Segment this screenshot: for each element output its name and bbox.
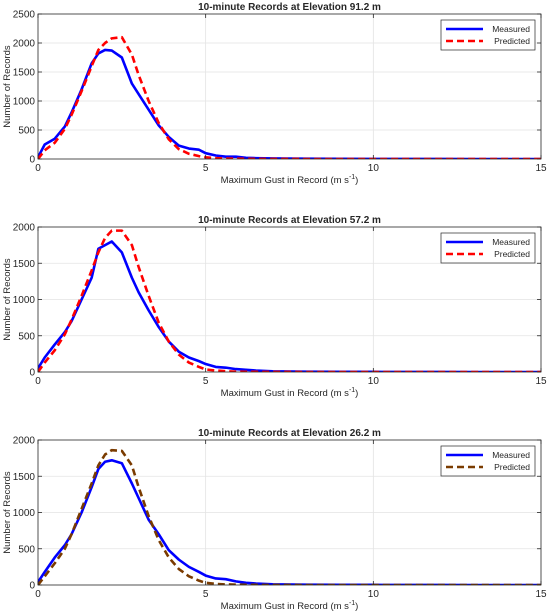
x-tick-label: 15 (535, 376, 547, 387)
y-tick-label: 1000 (13, 97, 36, 108)
x-tick-label: 10 (368, 589, 380, 600)
y-tick-label: 500 (18, 331, 35, 342)
chart-3: 0 5 10 15 0 500 1000 1500 2000 10-minute Records … (2, 428, 547, 612)
x-tick-label: 5 (203, 163, 209, 174)
chart-title: 10-minute Records at Elevation 91.2 m (198, 2, 381, 13)
legend-label-measured: Measured (492, 450, 530, 460)
y-tick-label: 2500 (13, 10, 36, 21)
x-tick-label: 0 (35, 376, 41, 387)
legend-label-measured: Measured (492, 237, 530, 247)
x-axis-label: Maximum Gust in Record (m s-1) (221, 600, 359, 612)
y-tick-label: 1000 (13, 295, 36, 306)
x-tick-label: 5 (203, 376, 209, 387)
x-axis-label: Maximum Gust in Record (m s-1) (221, 387, 359, 399)
y-tick-label: 2000 (13, 39, 36, 50)
y-tick-label: 1500 (13, 259, 36, 270)
y-tick-label: 500 (18, 126, 35, 137)
x-tick-label: 0 (35, 589, 41, 600)
legend-box (440, 232, 536, 264)
y-tick-label: 1000 (13, 508, 36, 519)
legend-box (440, 19, 536, 51)
y-tick-label: 500 (18, 544, 35, 555)
legend: Measured Predicted (440, 19, 536, 51)
y-tick-label: 0 (29, 368, 35, 379)
series-line-predicted (38, 35, 541, 159)
chart-2: 0 5 10 15 0 500 1000 1500 2000 10-minute Records … (2, 215, 547, 399)
axes-box (37, 13, 542, 160)
x-tick-label: 0 (35, 163, 41, 174)
y-tick-label: 2000 (13, 436, 36, 447)
x-tick-label: 10 (368, 376, 380, 387)
legend: Measured Predicted (440, 232, 536, 264)
x-tick-label: 15 (535, 589, 547, 600)
y-tick-label: 1500 (13, 68, 36, 79)
x-tick-label: 10 (368, 163, 380, 174)
y-tick-label: 2000 (13, 223, 36, 234)
y-tick-label: 0 (29, 581, 35, 592)
y-tick-label: 1500 (13, 472, 36, 483)
series-line-predicted (38, 229, 541, 372)
x-tick-label: 5 (203, 589, 209, 600)
legend-box (440, 445, 536, 477)
x-axis-label: Maximum Gust in Record (m s-1) (221, 174, 359, 186)
legend-label-measured: Measured (492, 24, 530, 34)
legend-label-predicted: Predicted (494, 36, 530, 46)
y-tick-label: 0 (29, 155, 35, 166)
legend-label-predicted: Predicted (494, 462, 530, 472)
y-axis-label: Number of Records (2, 45, 13, 128)
y-axis-label: Number of Records (2, 258, 13, 341)
series-line-predicted (38, 448, 541, 585)
legend: Measured Predicted (440, 445, 536, 477)
legend-label-predicted: Predicted (494, 249, 530, 259)
chart-title: 10-minute Records at Elevation 26.2 m (198, 428, 381, 439)
x-tick-label: 15 (535, 163, 547, 174)
chart-title: 10-minute Records at Elevation 57.2 m (198, 215, 381, 226)
chart-1: 0 5 10 15 0 500 1000 1500 2000 2500 10-minute Reco… (2, 2, 547, 186)
y-axis-label: Number of Records (2, 471, 13, 554)
